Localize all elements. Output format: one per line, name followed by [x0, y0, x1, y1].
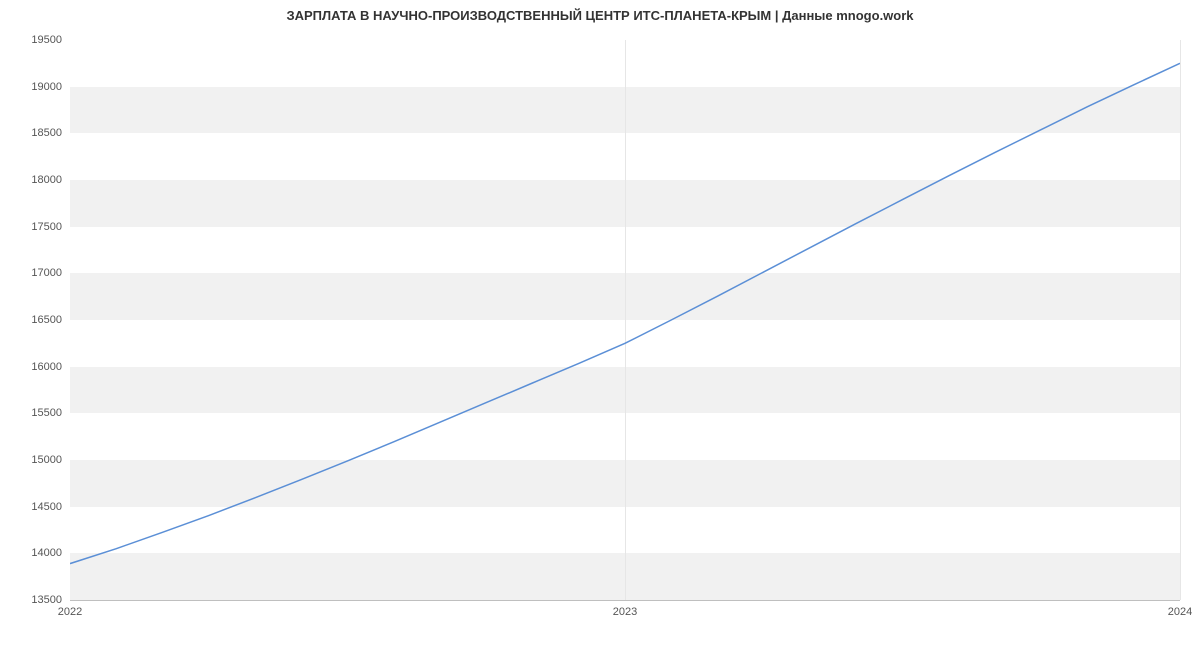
y-tick-label: 18500	[31, 127, 70, 139]
y-tick-label: 19000	[31, 81, 70, 93]
y-tick-label: 16000	[31, 361, 70, 373]
y-tick-label: 14500	[31, 501, 70, 513]
y-tick-label: 18000	[31, 174, 70, 186]
y-tick-label: 16500	[31, 314, 70, 326]
plot-area: 1350014000145001500015500160001650017000…	[70, 40, 1180, 600]
series-line-salary	[70, 63, 1180, 563]
y-tick-label: 17000	[31, 267, 70, 279]
x-tick-label: 2023	[613, 600, 637, 618]
y-tick-label: 15500	[31, 407, 70, 419]
grid-vertical	[1180, 40, 1181, 600]
x-tick-label: 2022	[58, 600, 82, 618]
y-tick-label: 19500	[31, 34, 70, 46]
chart-title: ЗАРПЛАТА В НАУЧНО-ПРОИЗВОДСТВЕННЫЙ ЦЕНТР…	[0, 8, 1200, 23]
line-series-svg	[70, 40, 1180, 600]
y-tick-label: 17500	[31, 221, 70, 233]
y-tick-label: 14000	[31, 547, 70, 559]
chart-container: ЗАРПЛАТА В НАУЧНО-ПРОИЗВОДСТВЕННЫЙ ЦЕНТР…	[0, 0, 1200, 650]
x-axis-line	[70, 600, 1180, 601]
x-tick-label: 2024	[1168, 600, 1192, 618]
y-tick-label: 15000	[31, 454, 70, 466]
